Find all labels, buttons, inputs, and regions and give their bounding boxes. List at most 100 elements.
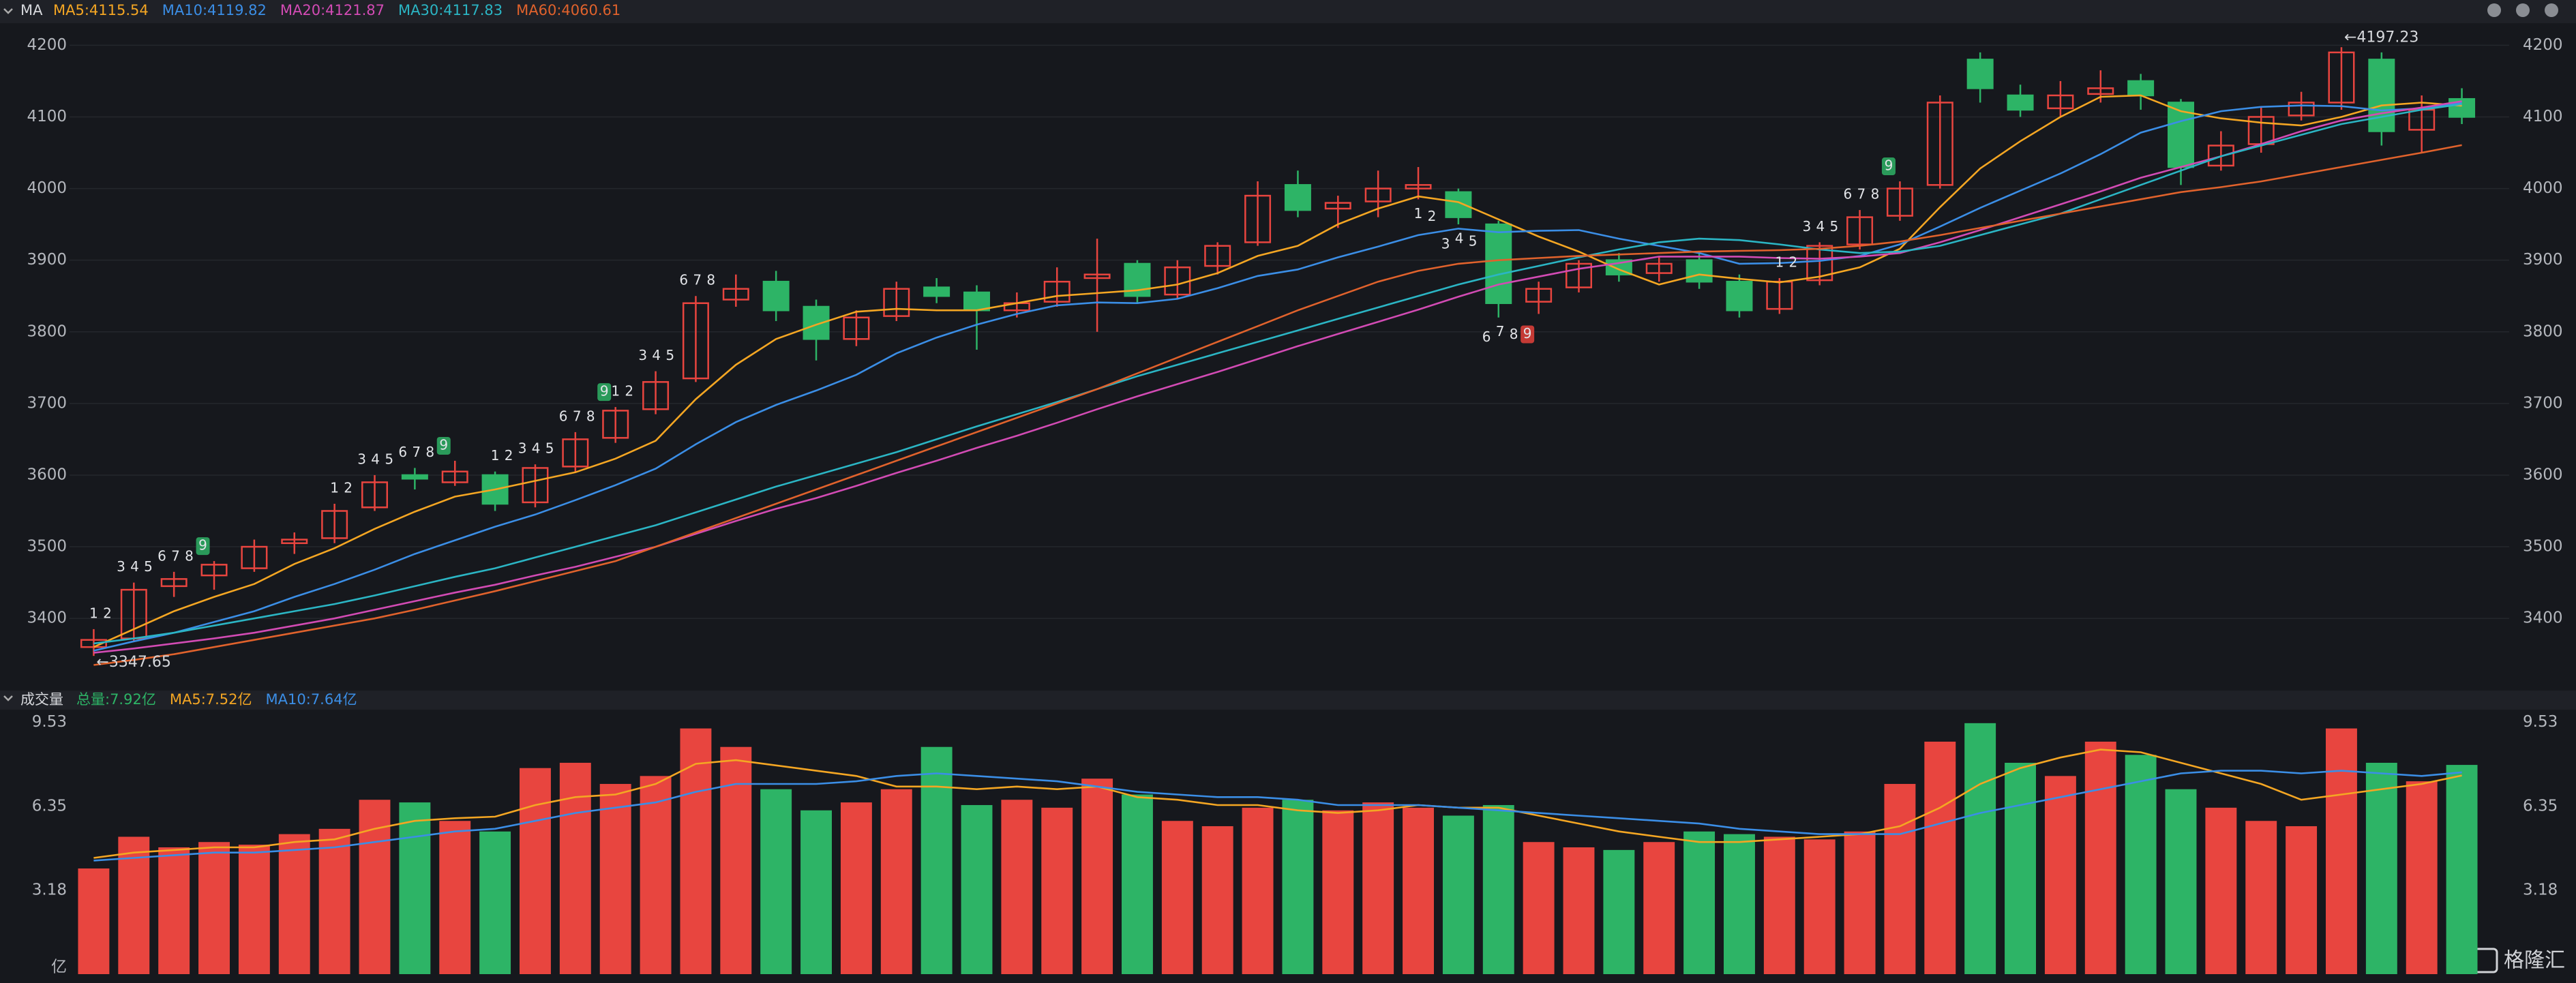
td-label: 1 (330, 480, 339, 496)
volume-bar (1924, 741, 1956, 974)
ma-line (93, 144, 2462, 666)
ma-line (93, 100, 2462, 654)
candle-body (883, 288, 910, 317)
collapse-icon[interactable] (3, 8, 13, 14)
volume-bar (1884, 783, 1916, 974)
candle-body (1043, 280, 1070, 303)
candle-body (1886, 187, 1913, 217)
candle-body (321, 510, 348, 539)
candle-body (1244, 194, 1272, 243)
ma-line (93, 102, 2462, 652)
td-label: 8 (706, 272, 715, 288)
candle-body (722, 288, 749, 301)
td-label: 1 (1775, 254, 1784, 270)
td-label: 8 (425, 444, 434, 460)
y-tick-label: 3400 (27, 609, 67, 627)
volume-bar (1081, 778, 1113, 974)
y-tick-label-right: 3400 (2523, 609, 2563, 627)
volume-bar (2365, 762, 2397, 974)
ma-line (93, 748, 2462, 859)
td-label: 8 (1510, 326, 1518, 342)
y-tick-label-right: 3800 (2523, 322, 2563, 340)
ma-line (93, 94, 2462, 648)
candle-body (2368, 59, 2395, 132)
collapse-icon[interactable] (3, 695, 13, 701)
td-label: 7 (171, 547, 180, 564)
y-tick-label: 3500 (27, 538, 67, 556)
y-tick-label-right: 3600 (2523, 466, 2563, 483)
candle-body (1485, 223, 1512, 304)
td-label: 4 (371, 451, 380, 467)
td-label: 4 (130, 558, 139, 575)
y-tick-label-right: 3700 (2523, 394, 2563, 412)
volume-bar (1403, 807, 1434, 974)
td-label: 3 (117, 558, 125, 575)
legend-entry: MA5:4115.54 (53, 2, 149, 18)
volume-bar (1643, 842, 1675, 974)
volume-bar (840, 802, 872, 974)
y-tick-label: 4200 (27, 36, 67, 54)
td-label: 4 (532, 440, 541, 457)
volume-bar (1201, 826, 1233, 974)
volume-bar (1282, 800, 1314, 974)
volume-bar (520, 768, 551, 974)
volume-bar (158, 847, 190, 974)
candle-body (843, 316, 870, 340)
chart-title: MA (20, 2, 43, 18)
td-label: 6 (1844, 186, 1853, 202)
td-label: 6 (158, 547, 166, 564)
minimize-button[interactable] (2487, 3, 2501, 17)
y-tick-label-right: 3500 (2523, 538, 2563, 556)
candle-body (1405, 184, 1432, 190)
candle-body (241, 545, 268, 569)
td-badge (436, 436, 451, 455)
y-tick-label: 3700 (27, 394, 67, 412)
legend-entry: MA60:4060.61 (516, 2, 620, 18)
candle-body (1645, 262, 1673, 274)
td-badge (1521, 325, 1535, 344)
candle-body (2207, 145, 2234, 167)
candle-body (1926, 102, 1953, 186)
td-label: 8 (1871, 186, 1880, 202)
y-tick-label: 亿 (51, 958, 67, 976)
settings-button[interactable] (2545, 3, 2558, 17)
y-tick-label-right: 6.35 (2523, 797, 2558, 815)
td-label: 1 (491, 447, 500, 464)
extreme-label: ←3347.65 (96, 654, 170, 671)
candle-body (1566, 262, 1592, 288)
volume-bar (800, 810, 832, 974)
candle-body (1966, 59, 1994, 89)
y-tick-label-right: 4200 (2523, 36, 2563, 54)
y-tick-label-right: 3900 (2523, 251, 2563, 269)
candle-body (2087, 87, 2114, 95)
td-label: 6 (1482, 329, 1491, 345)
td-label: 4 (1455, 230, 1464, 247)
td-label: 5 (545, 440, 554, 457)
candle-body (281, 539, 308, 545)
y-tick-label-right: 3.18 (2523, 881, 2558, 898)
volume-bar (1603, 849, 1635, 974)
td-label: 9 (600, 383, 609, 399)
td-label: 4 (652, 347, 661, 363)
ma-line (93, 770, 2462, 862)
maximize-button[interactable] (2516, 3, 2530, 17)
candle-body (2328, 51, 2355, 104)
td-label: 2 (1428, 208, 1437, 224)
y-tick-label-right: 4000 (2523, 179, 2563, 197)
td-label: 7 (573, 408, 582, 424)
candle-body (1445, 191, 1472, 218)
candle-body (1204, 245, 1231, 267)
header-bar (0, 0, 2576, 23)
volume-bar (1683, 831, 1716, 974)
volume-bar (1322, 810, 1354, 974)
candle-body (441, 470, 468, 483)
td-label: 1 (89, 605, 98, 621)
candle-body (2127, 80, 2155, 97)
td-label: 9 (198, 537, 207, 554)
candle-body (923, 286, 950, 297)
volume-bar (78, 868, 110, 974)
candle-body (2047, 94, 2074, 110)
td-label: 8 (185, 547, 194, 564)
volume-bar (1724, 834, 1755, 974)
